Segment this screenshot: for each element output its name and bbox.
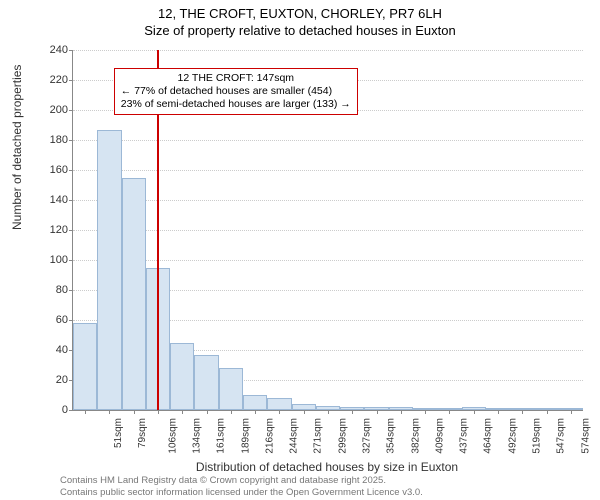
xtick-mark bbox=[328, 410, 329, 414]
histogram-bar bbox=[243, 395, 267, 410]
ytick-mark bbox=[69, 410, 73, 411]
annotation-line: 23% of semi-detached houses are larger (… bbox=[121, 98, 351, 111]
annotation-line: 12 THE CROFT: 147sqm bbox=[121, 72, 351, 85]
xtick-mark bbox=[182, 410, 183, 414]
attribution-footer: Contains HM Land Registry data © Crown c… bbox=[60, 475, 423, 498]
ytick-mark bbox=[69, 50, 73, 51]
xtick-mark bbox=[498, 410, 499, 414]
xtick-mark bbox=[352, 410, 353, 414]
annotation-line: ← 77% of detached houses are smaller (45… bbox=[121, 85, 351, 98]
xtick-mark bbox=[425, 410, 426, 414]
plot-region: 02040608010012014016018020022024051sqm79… bbox=[72, 50, 583, 411]
xtick-label: 244sqm bbox=[289, 418, 300, 454]
xtick-mark bbox=[474, 410, 475, 414]
histogram-bar bbox=[122, 178, 146, 411]
gridline bbox=[73, 170, 583, 171]
ytick-mark bbox=[69, 80, 73, 81]
ytick-label: 0 bbox=[28, 404, 68, 416]
ytick-label: 200 bbox=[28, 104, 68, 116]
ytick-label: 80 bbox=[28, 284, 68, 296]
xtick-label: 327sqm bbox=[362, 418, 373, 454]
xtick-mark bbox=[279, 410, 280, 414]
histogram-bar bbox=[267, 398, 291, 410]
histogram-bar bbox=[219, 368, 243, 410]
xtick-label: 574sqm bbox=[580, 418, 591, 454]
ytick-label: 180 bbox=[28, 134, 68, 146]
xtick-label: 51sqm bbox=[113, 418, 124, 448]
histogram-bar bbox=[194, 355, 218, 411]
xtick-label: 216sqm bbox=[264, 418, 275, 454]
xtick-mark bbox=[85, 410, 86, 414]
ytick-label: 240 bbox=[28, 44, 68, 56]
xtick-label: 464sqm bbox=[483, 418, 494, 454]
xtick-label: 437sqm bbox=[459, 418, 470, 454]
histogram-bar bbox=[73, 323, 97, 410]
xtick-mark bbox=[571, 410, 572, 414]
xtick-mark bbox=[158, 410, 159, 414]
xtick-label: 409sqm bbox=[434, 418, 445, 454]
ytick-label: 100 bbox=[28, 254, 68, 266]
chart-area: 02040608010012014016018020022024051sqm79… bbox=[72, 50, 582, 410]
xtick-mark bbox=[547, 410, 548, 414]
footer-line2: Contains public sector information licen… bbox=[60, 487, 423, 498]
xtick-mark bbox=[207, 410, 208, 414]
ytick-mark bbox=[69, 290, 73, 291]
ytick-mark bbox=[69, 110, 73, 111]
x-axis-label: Distribution of detached houses by size … bbox=[72, 460, 582, 474]
ytick-label: 20 bbox=[28, 374, 68, 386]
xtick-mark bbox=[231, 410, 232, 414]
ytick-mark bbox=[69, 200, 73, 201]
ytick-mark bbox=[69, 140, 73, 141]
chart-title: 12, THE CROFT, EUXTON, CHORLEY, PR7 6LH … bbox=[0, 0, 600, 40]
xtick-label: 519sqm bbox=[532, 418, 543, 454]
ytick-mark bbox=[69, 170, 73, 171]
title-line2: Size of property relative to detached ho… bbox=[0, 23, 600, 40]
ytick-label: 120 bbox=[28, 224, 68, 236]
histogram-bar bbox=[170, 343, 194, 411]
ytick-label: 160 bbox=[28, 164, 68, 176]
histogram-bar bbox=[97, 130, 121, 411]
xtick-label: 106sqm bbox=[167, 418, 178, 454]
xtick-mark bbox=[522, 410, 523, 414]
xtick-label: 161sqm bbox=[216, 418, 227, 454]
ytick-mark bbox=[69, 320, 73, 321]
gridline bbox=[73, 200, 583, 201]
y-axis-label: Number of detached properties bbox=[10, 65, 24, 230]
xtick-label: 189sqm bbox=[240, 418, 251, 454]
xtick-label: 134sqm bbox=[192, 418, 203, 454]
xtick-label: 271sqm bbox=[313, 418, 324, 454]
gridline bbox=[73, 260, 583, 261]
xtick-label: 354sqm bbox=[386, 418, 397, 454]
xtick-mark bbox=[109, 410, 110, 414]
xtick-mark bbox=[304, 410, 305, 414]
xtick-label: 299sqm bbox=[337, 418, 348, 454]
ytick-label: 220 bbox=[28, 74, 68, 86]
ytick-label: 40 bbox=[28, 344, 68, 356]
xtick-label: 547sqm bbox=[556, 418, 567, 454]
ytick-label: 60 bbox=[28, 314, 68, 326]
ytick-label: 140 bbox=[28, 194, 68, 206]
title-line1: 12, THE CROFT, EUXTON, CHORLEY, PR7 6LH bbox=[0, 6, 600, 23]
annotation-box: 12 THE CROFT: 147sqm← 77% of detached ho… bbox=[114, 68, 358, 115]
xtick-mark bbox=[401, 410, 402, 414]
gridline bbox=[73, 230, 583, 231]
xtick-mark bbox=[449, 410, 450, 414]
ytick-mark bbox=[69, 260, 73, 261]
ytick-mark bbox=[69, 230, 73, 231]
gridline bbox=[73, 140, 583, 141]
gridline bbox=[73, 50, 583, 51]
xtick-label: 492sqm bbox=[507, 418, 518, 454]
xtick-mark bbox=[255, 410, 256, 414]
xtick-label: 79sqm bbox=[137, 418, 148, 448]
xtick-mark bbox=[134, 410, 135, 414]
footer-line1: Contains HM Land Registry data © Crown c… bbox=[60, 475, 423, 486]
xtick-label: 382sqm bbox=[410, 418, 421, 454]
xtick-mark bbox=[377, 410, 378, 414]
